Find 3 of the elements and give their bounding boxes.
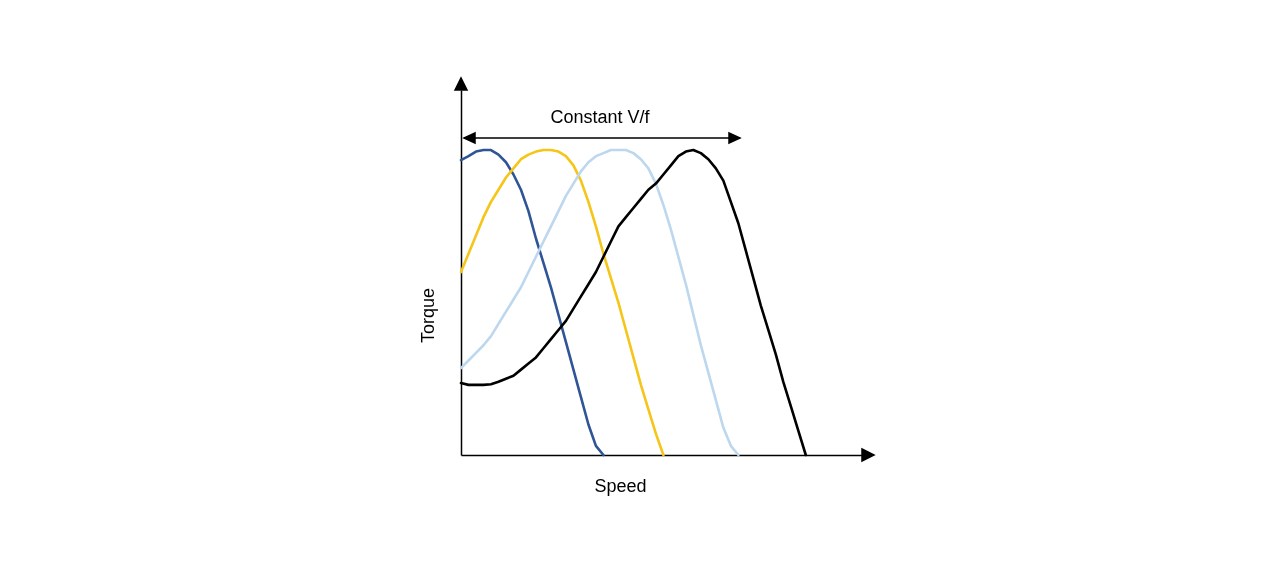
text: Constant V/f xyxy=(550,107,651,127)
y-axis-title: Torque xyxy=(417,287,438,344)
x-axis-title: Speed xyxy=(594,475,647,496)
